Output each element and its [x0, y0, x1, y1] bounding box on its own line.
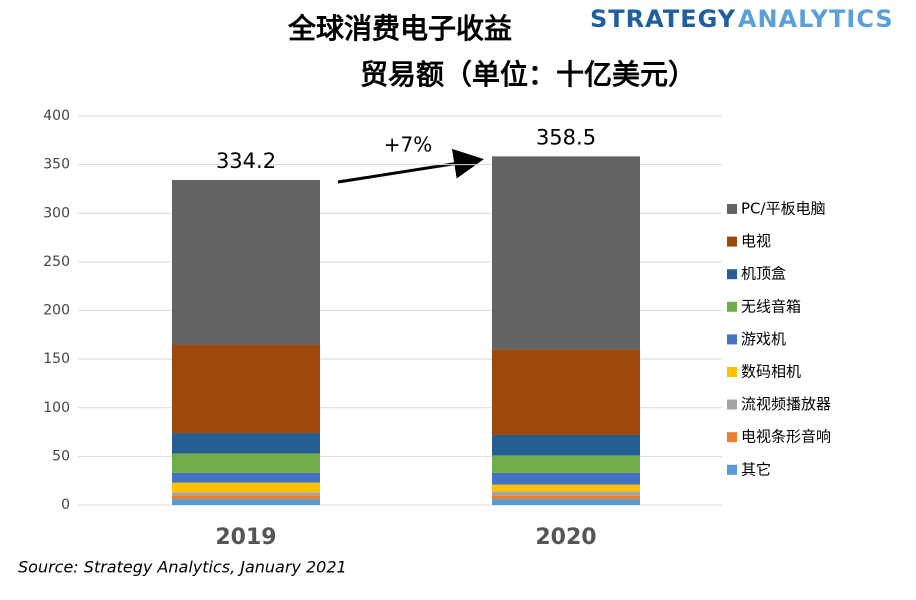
legend-swatch — [727, 464, 737, 475]
logo: STRATEGY ANALYTICS — [590, 5, 894, 33]
bar-segment — [492, 484, 640, 492]
bar-segment — [492, 472, 640, 485]
y-tick-label: 350 — [43, 157, 70, 173]
bar-segment — [172, 433, 320, 454]
bar-segment — [492, 499, 640, 505]
total-label: 334.2 — [216, 149, 276, 173]
legend-swatch — [727, 334, 737, 345]
y-tick-label: 300 — [43, 205, 70, 221]
bar-segment — [172, 344, 320, 434]
bar-segment — [492, 455, 640, 473]
legend-swatch — [727, 367, 737, 377]
y-tick-label: 50 — [52, 448, 70, 464]
legend-swatch — [727, 301, 737, 312]
bar-segment — [492, 434, 640, 456]
legend-label: 机顶盒 — [741, 265, 786, 283]
legend-swatch — [727, 236, 737, 247]
bar-segment — [492, 491, 640, 496]
legend-label: 流视频播放器 — [741, 395, 831, 413]
total-label: 358.5 — [536, 125, 596, 149]
y-tick-label: 250 — [43, 254, 70, 270]
chart-subtitle: 贸易额（单位：十亿美元） — [360, 58, 696, 91]
legend-swatch — [727, 432, 737, 443]
legend-label: 数码相机 — [741, 363, 801, 381]
x-tick-label: 2019 — [215, 525, 276, 550]
logo-part: STRATEGY — [590, 5, 736, 33]
legend-label: PC/平板电脑 — [741, 200, 826, 218]
legend-label: 其它 — [741, 460, 771, 478]
y-tick-label: 400 — [43, 108, 70, 124]
legend-label: 电视条形音响 — [741, 428, 831, 446]
bar-segment — [172, 495, 320, 500]
arrow — [337, 148, 484, 184]
legend-swatch — [727, 399, 737, 410]
bar-segment — [492, 495, 640, 500]
legend-label: 游戏机 — [741, 330, 786, 348]
bar-segment — [172, 179, 320, 345]
y-tick-label: 150 — [43, 351, 70, 367]
y-tick-label: 200 — [43, 303, 70, 319]
legend-label: 无线音箱 — [741, 297, 801, 315]
y-tick-label: 0 — [61, 497, 70, 513]
bar-segment — [172, 492, 320, 496]
bar-segment — [172, 499, 320, 505]
x-tick-label: 2020 — [535, 525, 596, 550]
bar-segment — [492, 349, 640, 435]
y-tick-label: 100 — [43, 400, 70, 416]
legend-swatch — [727, 269, 737, 280]
bar-segment — [492, 156, 640, 350]
bar-segment — [172, 453, 320, 473]
source: Source: Strategy Analytics, January 2021 — [18, 558, 347, 577]
legend-label: 电视 — [741, 232, 771, 250]
bar-segment — [172, 472, 320, 483]
legend-swatch — [727, 204, 737, 214]
annotation: +7% — [384, 133, 433, 157]
chart-title: 全球消费电子收益 — [287, 12, 512, 45]
bar-segment — [172, 482, 320, 493]
logo-part: ANALYTICS — [738, 5, 894, 33]
